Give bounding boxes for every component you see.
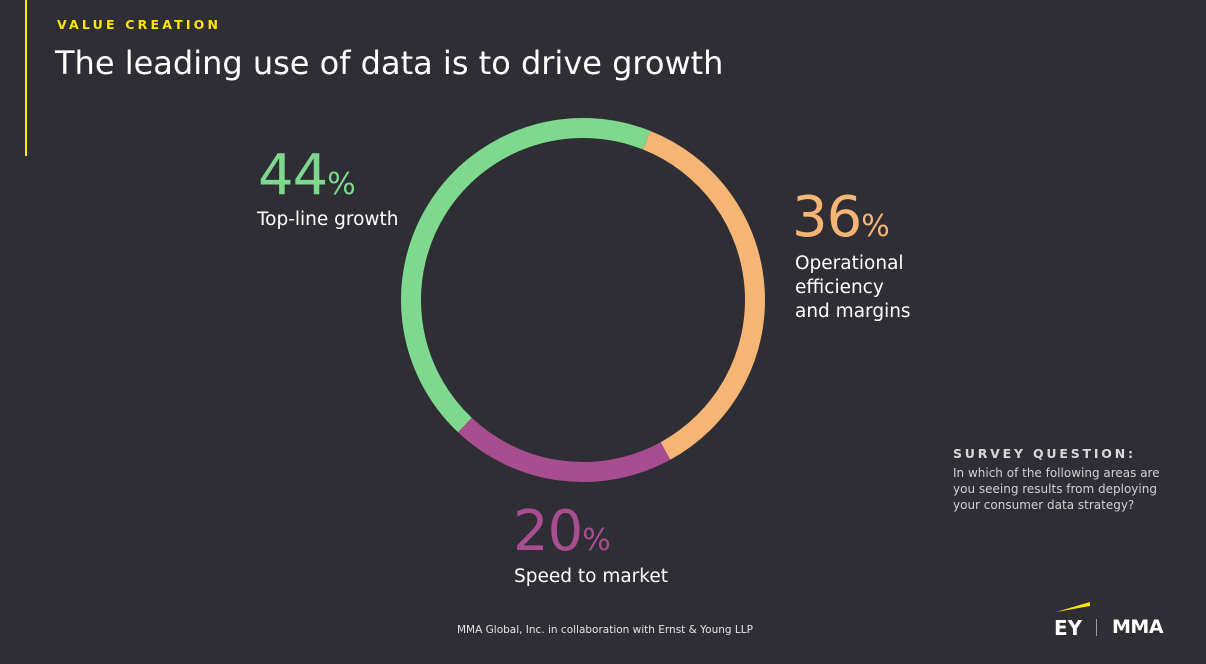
logo-group: EY MMA	[1050, 600, 1180, 640]
accent-line	[25, 0, 27, 156]
growth-percent-sign: %	[327, 167, 356, 202]
ey-logo: EY	[1054, 616, 1083, 640]
ops-label: Operational efficiency and margins	[795, 252, 911, 324]
footer-credit: MMA Global, Inc. in collaboration with E…	[457, 624, 753, 636]
section-kicker: VALUE CREATION	[57, 17, 222, 32]
growth-percent: 44%	[258, 148, 356, 204]
growth-label: Top-line growth	[257, 209, 399, 230]
ops-value: 36	[792, 185, 862, 250]
speed-percent-sign: %	[582, 523, 611, 558]
ey-beam-icon	[1056, 602, 1090, 612]
speed-label: Speed to market	[514, 566, 668, 587]
speed-value: 20	[513, 499, 583, 564]
ops-label-line1: Operational	[795, 253, 904, 274]
logo-divider	[1096, 619, 1097, 636]
segment-ops	[643, 130, 765, 460]
ops-percent: 36%	[792, 190, 890, 246]
survey-line3: your consumer data strategy?	[953, 498, 1135, 512]
ops-percent-sign: %	[861, 209, 890, 244]
survey-line2: you seeing results from deploying	[953, 482, 1157, 496]
segment-speed	[458, 417, 671, 482]
speed-percent: 20%	[513, 504, 611, 560]
survey-question: SURVEY QUESTION: In which of the followi…	[953, 446, 1183, 513]
survey-line1: In which of the following areas are	[953, 466, 1160, 480]
mma-logo: MMA	[1112, 616, 1164, 638]
ops-label-line3: and margins	[795, 301, 911, 322]
slide-title: The leading use of data is to drive grow…	[55, 44, 724, 82]
growth-value: 44	[258, 143, 328, 208]
segment-growth	[401, 118, 651, 433]
survey-heading: SURVEY QUESTION:	[953, 446, 1136, 461]
ops-label-line2: efficiency	[795, 277, 884, 298]
